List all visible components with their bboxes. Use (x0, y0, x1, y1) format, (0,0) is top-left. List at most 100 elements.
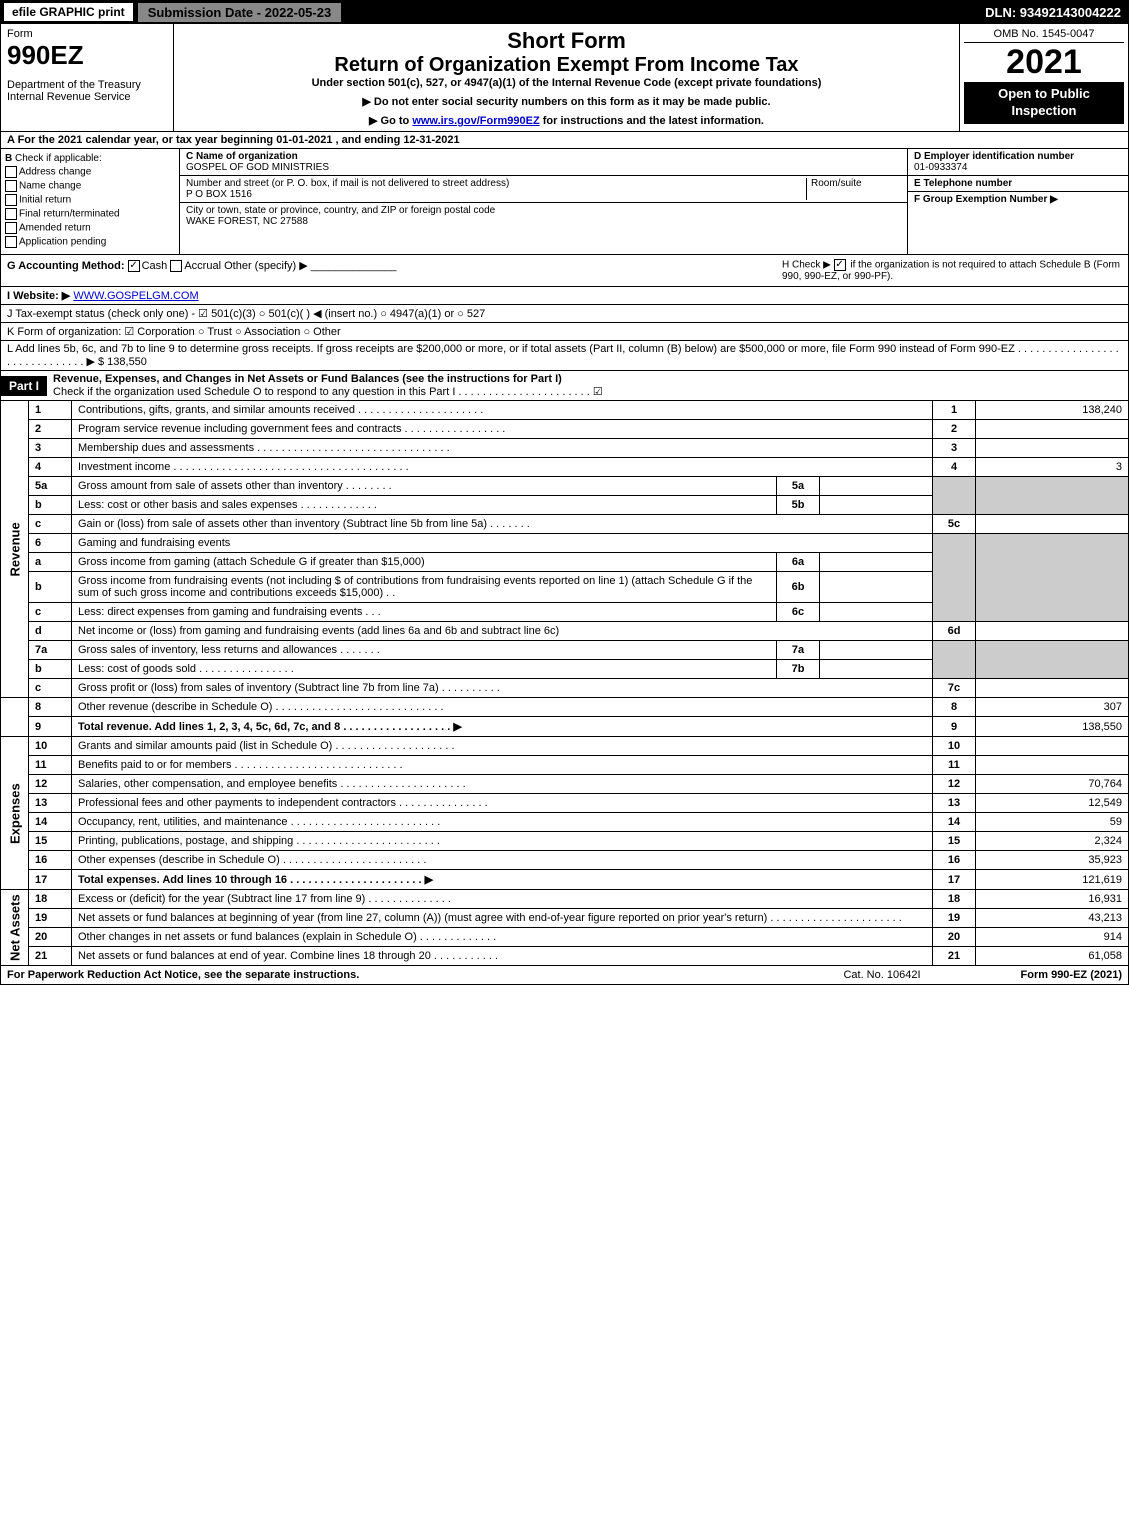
l9-num: 9 (29, 717, 72, 737)
title-return: Return of Organization Exempt From Incom… (178, 54, 955, 77)
ein-value: 01-0933374 (914, 162, 967, 173)
l19-num: 19 (29, 909, 72, 928)
l8-rn: 8 (933, 698, 976, 717)
l11-desc: Benefits paid to or for members . . . . … (72, 756, 933, 775)
l18-rn: 18 (933, 890, 976, 909)
l20-num: 20 (29, 928, 72, 947)
l7a-num: 7a (29, 641, 72, 660)
opt-amended-return: Amended return (19, 223, 91, 234)
l5c-num: c (29, 515, 72, 534)
side-revenue2 (1, 698, 29, 737)
l7b-num: b (29, 660, 72, 679)
l5b-num: b (29, 496, 72, 515)
efile-print-link[interactable]: efile GRAPHIC print (4, 3, 133, 21)
l8-rv: 307 (976, 698, 1129, 717)
l9-desc: Total revenue. Add lines 1, 2, 3, 4, 5c,… (78, 721, 462, 733)
website-link[interactable]: WWW.GOSPELGM.COM (73, 290, 198, 302)
opt-accrual: Accrual (184, 260, 221, 272)
l3-rn: 3 (933, 439, 976, 458)
l5a-desc: Gross amount from sale of assets other t… (72, 477, 777, 496)
l7a-mn: 7a (777, 641, 820, 660)
chk-final-return[interactable] (5, 208, 17, 220)
l6b-num: b (29, 572, 72, 603)
l13-rv: 12,549 (976, 794, 1129, 813)
tax-year: 2021 (964, 43, 1124, 82)
l6d-desc: Net income or (loss) from gaming and fun… (72, 622, 933, 641)
l6a-mv (820, 553, 933, 572)
chk-address-change[interactable] (5, 166, 17, 178)
l17-rv: 121,619 (976, 870, 1129, 890)
l15-desc: Printing, publications, postage, and shi… (72, 832, 933, 851)
l5a-mn: 5a (777, 477, 820, 496)
l6abc-shade-n (933, 534, 976, 622)
chk-schedule-b[interactable] (834, 259, 846, 271)
irs-link[interactable]: www.irs.gov/Form990EZ (412, 115, 539, 127)
l6d-rn: 6d (933, 622, 976, 641)
l17-desc: Total expenses. Add lines 10 through 16 … (78, 874, 433, 886)
box-b-checkif: Check if applicable: (15, 153, 102, 164)
department-label: Department of the Treasury Internal Reve… (7, 79, 167, 103)
instr-post: for instructions and the latest informat… (540, 115, 764, 127)
opt-final-return: Final return/terminated (19, 209, 120, 220)
dln: DLN: 93492143004222 (985, 5, 1129, 20)
l20-desc: Other changes in net assets or fund bala… (72, 928, 933, 947)
chk-initial-return[interactable] (5, 194, 17, 206)
l11-rv (976, 756, 1129, 775)
opt-name-change: Name change (19, 181, 81, 192)
l13-rn: 13 (933, 794, 976, 813)
street-address: P O BOX 1516 (186, 189, 252, 200)
label-org-name: C Name of organization (186, 151, 298, 162)
l18-num: 18 (29, 890, 72, 909)
l19-desc: Net assets or fund balances at beginning… (72, 909, 933, 928)
l17-rn: 17 (933, 870, 976, 890)
chk-name-change[interactable] (5, 180, 17, 192)
l14-desc: Occupancy, rent, utilities, and maintena… (72, 813, 933, 832)
box-def: D Employer identification number 01-0933… (907, 149, 1128, 254)
box-b-label: B (5, 153, 12, 164)
l21-rn: 21 (933, 947, 976, 966)
chk-accrual[interactable] (170, 260, 182, 272)
l5a-mv (820, 477, 933, 496)
part1-check: Check if the organization used Schedule … (53, 386, 603, 398)
city-address: WAKE FOREST, NC 27588 (186, 216, 308, 227)
l21-num: 21 (29, 947, 72, 966)
subtitle: Under section 501(c), 527, or 4947(a)(1)… (178, 77, 955, 89)
l7b-mv (820, 660, 933, 679)
l7b-desc: Less: cost of goods sold . . . . . . . .… (72, 660, 777, 679)
org-name: GOSPEL OF GOD MINISTRIES (186, 162, 329, 173)
footer-right: Form 990-EZ (2021) (1021, 969, 1122, 981)
footer: For Paperwork Reduction Act Notice, see … (0, 966, 1129, 985)
l14-rn: 14 (933, 813, 976, 832)
submission-date: Submission Date - 2022-05-23 (137, 2, 343, 23)
footer-mid: Cat. No. 10642I (843, 969, 920, 981)
form-header: Form 990EZ Department of the Treasury In… (0, 24, 1129, 132)
l6c-mn: 6c (777, 603, 820, 622)
l15-rv: 2,324 (976, 832, 1129, 851)
row-g-h: G Accounting Method: Cash Accrual Other … (0, 255, 1129, 287)
l21-rv: 61,058 (976, 947, 1129, 966)
opt-initial-return: Initial return (19, 195, 71, 206)
l2-rn: 2 (933, 420, 976, 439)
l7c-num: c (29, 679, 72, 698)
l6a-desc: Gross income from gaming (attach Schedul… (72, 553, 777, 572)
l6abc-shade-v (976, 534, 1129, 622)
l4-num: 4 (29, 458, 72, 477)
l5ab-shade-v (976, 477, 1129, 515)
chk-amended-return[interactable] (5, 222, 17, 234)
l4-rn: 4 (933, 458, 976, 477)
l10-num: 10 (29, 737, 72, 756)
side-netassets: Net Assets (1, 890, 29, 966)
l9-rn: 9 (933, 717, 976, 737)
chk-application-pending[interactable] (5, 236, 17, 248)
l17-num: 17 (29, 870, 72, 890)
l5b-desc: Less: cost or other basis and sales expe… (72, 496, 777, 515)
l16-num: 16 (29, 851, 72, 870)
l5c-desc: Gain or (loss) from sale of assets other… (72, 515, 933, 534)
l6b-mv (820, 572, 933, 603)
l12-num: 12 (29, 775, 72, 794)
l6-desc: Gaming and fundraising events (72, 534, 933, 553)
l6d-rv (976, 622, 1129, 641)
row-j: J Tax-exempt status (check only one) - ☑… (0, 305, 1129, 323)
chk-cash[interactable] (128, 260, 140, 272)
l1-rn: 1 (933, 401, 976, 420)
